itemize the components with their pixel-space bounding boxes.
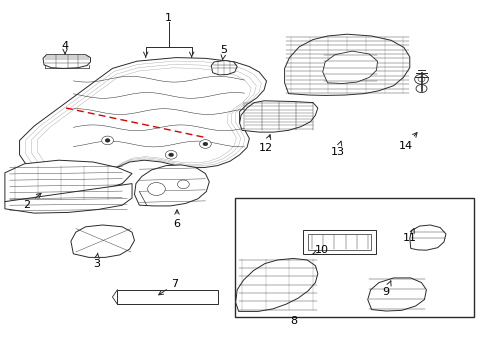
Text: 5: 5	[220, 45, 227, 60]
Circle shape	[177, 180, 189, 189]
Text: 14: 14	[398, 132, 416, 151]
Circle shape	[94, 233, 113, 248]
Circle shape	[415, 85, 426, 93]
Text: 2: 2	[23, 193, 41, 210]
Polygon shape	[5, 184, 132, 213]
Text: 11: 11	[402, 229, 416, 243]
Bar	[234, 198, 473, 317]
Circle shape	[147, 183, 165, 195]
Text: 10: 10	[311, 245, 328, 255]
Polygon shape	[235, 258, 317, 311]
Polygon shape	[284, 34, 409, 95]
Circle shape	[165, 150, 177, 159]
Text: 13: 13	[330, 141, 344, 157]
Circle shape	[168, 153, 173, 157]
Circle shape	[206, 293, 216, 301]
Circle shape	[203, 142, 207, 146]
Circle shape	[414, 74, 427, 84]
Polygon shape	[71, 225, 134, 257]
Bar	[303, 230, 375, 254]
Text: 3: 3	[93, 253, 100, 269]
Polygon shape	[239, 101, 317, 132]
Text: 6: 6	[173, 210, 180, 229]
Polygon shape	[367, 278, 426, 311]
Polygon shape	[322, 51, 377, 84]
Polygon shape	[5, 160, 132, 203]
Circle shape	[102, 136, 113, 145]
Polygon shape	[409, 225, 445, 250]
Text: 1: 1	[165, 13, 172, 23]
Polygon shape	[43, 55, 90, 68]
Circle shape	[105, 139, 110, 142]
Circle shape	[417, 77, 424, 82]
Text: 9: 9	[382, 281, 390, 297]
Polygon shape	[211, 60, 237, 75]
Circle shape	[199, 140, 211, 148]
Polygon shape	[20, 58, 266, 192]
Text: 4: 4	[61, 41, 68, 54]
Text: 7: 7	[159, 279, 178, 295]
Bar	[117, 290, 217, 304]
Text: 8: 8	[289, 316, 296, 326]
Bar	[307, 234, 370, 250]
Polygon shape	[134, 165, 209, 206]
Text: 12: 12	[258, 135, 272, 153]
